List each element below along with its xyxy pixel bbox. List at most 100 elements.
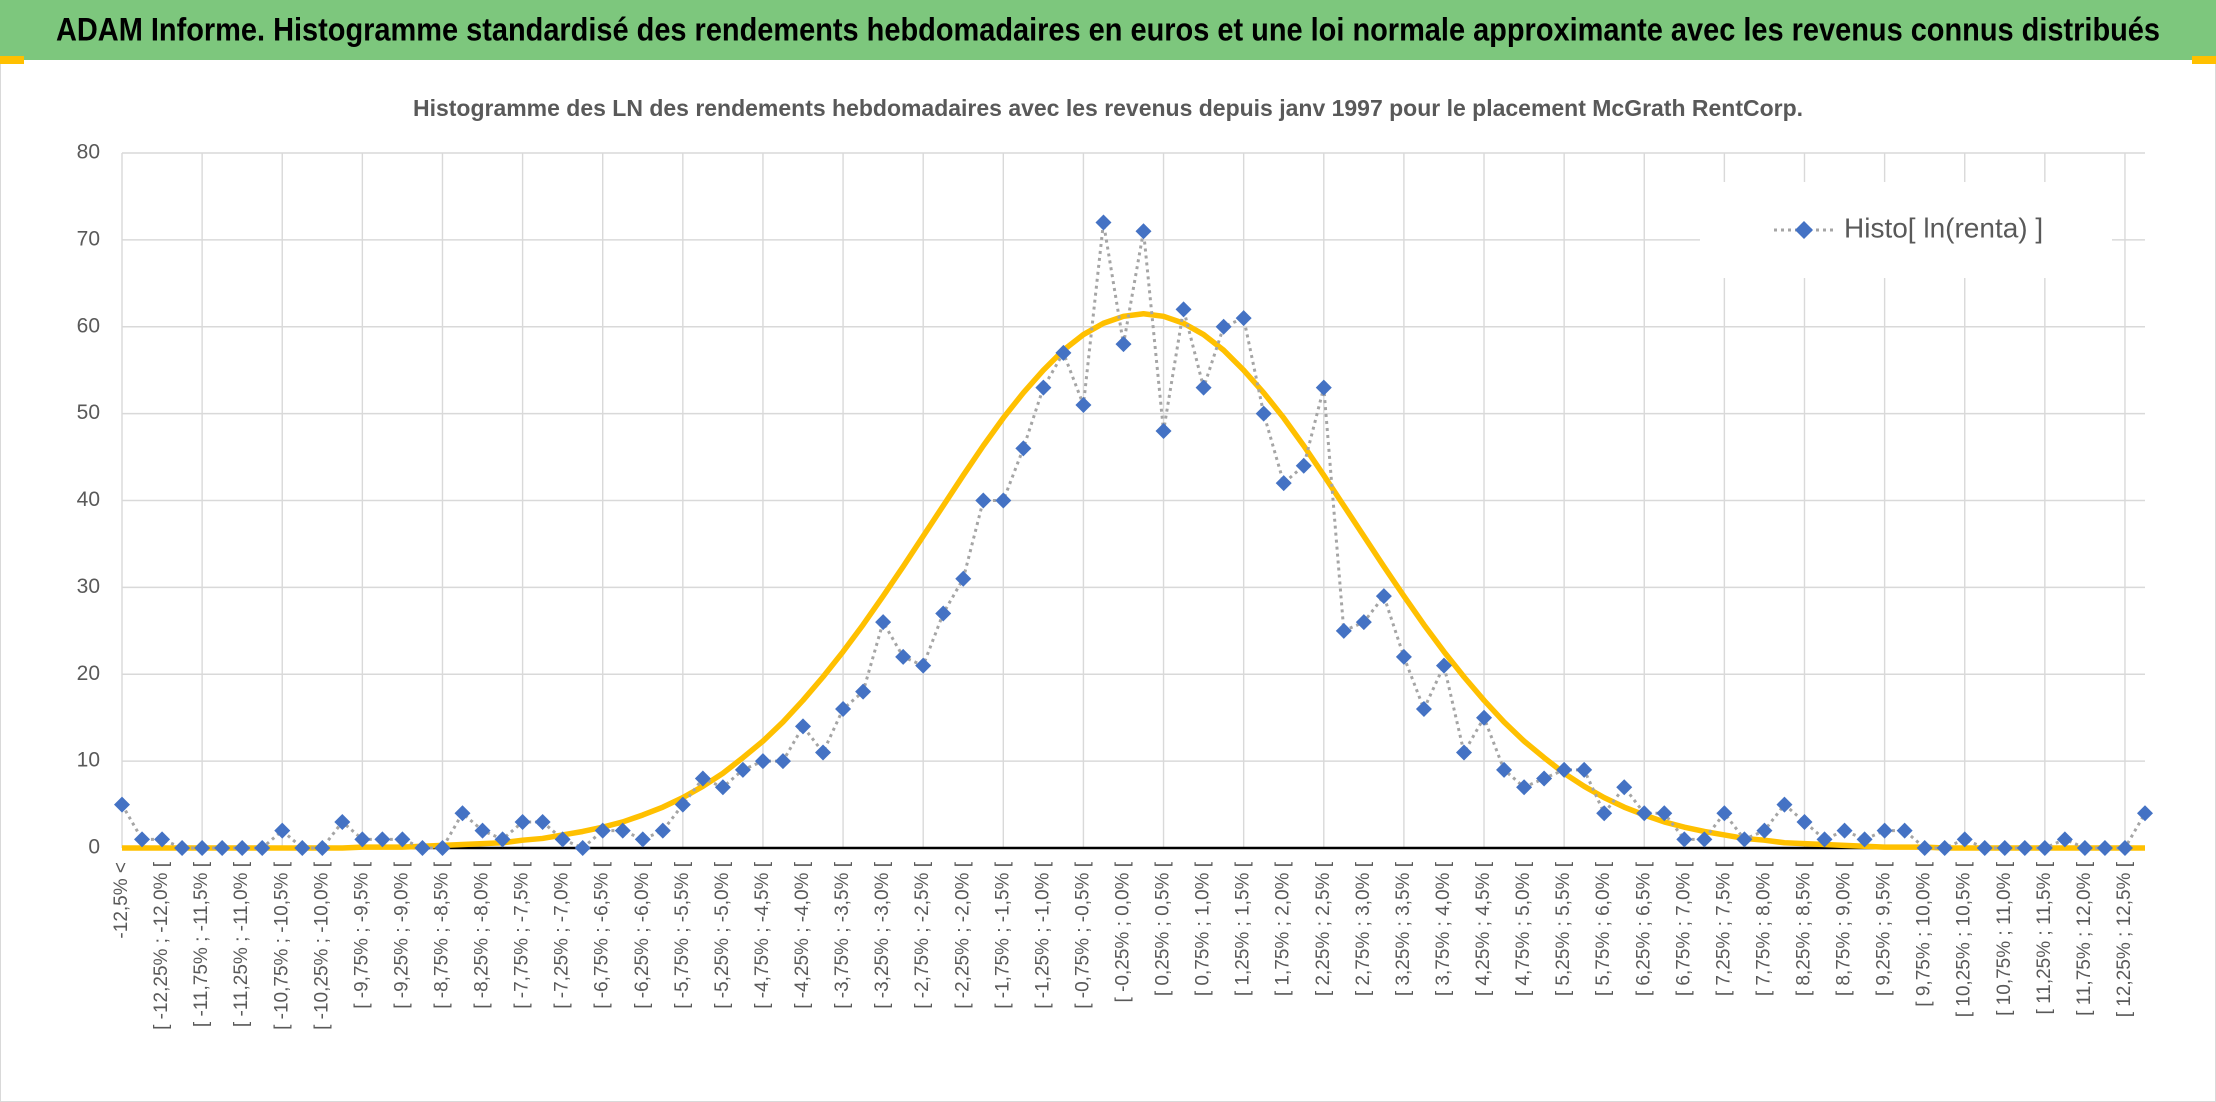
data-point [1315,379,1332,396]
data-point [1255,405,1272,422]
x-tick-label: [ -1,75% ; -1,5% [ [992,861,1013,1009]
data-point [1035,379,1052,396]
x-tick-label: [ -9,75% ; -9,5% [ [351,861,372,1009]
x-tick-label: [ -4,25% ; -4,0% [ [792,861,813,1009]
data-point [1956,831,1973,848]
x-tick-label: [ 9,25% ; 9,5% [ [1874,861,1895,996]
data-point [434,840,451,856]
data-point [1335,622,1352,639]
x-tick-label: [ -11,75% ; -11,5% [ [191,861,212,1027]
data-point [454,805,471,822]
data-point [1055,344,1072,361]
histogram-line [120,221,2147,850]
header-accent [2192,56,2216,64]
data-point [1576,761,1593,778]
data-point [2096,840,2113,856]
data-point [1415,701,1432,717]
data-point [935,605,952,622]
x-tick-label: [ 0,25% ; 0,5% [ [1153,861,1174,996]
data-point [875,614,892,631]
data-point [1636,805,1653,822]
data-point [1275,475,1292,492]
x-tick-label: [ -4,75% ; -4,5% [ [752,861,773,1009]
x-tick-label: [ 7,25% ; 7,5% [ [1713,861,1734,996]
data-point [1656,805,1673,822]
x-tick-label: [ 2,75% ; 3,0% [ [1353,861,1374,996]
data-point [634,831,651,848]
data-point [955,570,972,587]
data-point [354,831,371,848]
data-point [1696,831,1713,848]
x-tick-label: [ -2,75% ; -2,5% [ [912,861,933,1009]
data-point [274,822,291,839]
data-point [1776,796,1793,813]
x-tick-label: [ -3,75% ; -3,5% [ [832,861,853,1009]
x-tick-label: [ -7,75% ; -7,5% [ [512,861,533,1009]
data-point [1896,822,1913,839]
data-point [835,701,852,717]
x-tick-label: [ -3,25% ; -3,0% [ [872,861,893,1009]
header-bar [0,0,2216,60]
data-point [1195,379,1212,396]
y-tick-label: 70 [77,227,100,250]
data-point [1616,779,1633,796]
data-point [554,831,571,848]
x-tick-label: [ 7,75% ; 8,0% [ [1753,861,1774,996]
page-title: ADAM Informe. Histogramme standardisé de… [56,11,2160,47]
data-point [1516,779,1533,796]
x-tick-label: [ -6,25% ; -6,0% [ [632,861,653,1009]
data-point [975,492,992,509]
data-point [1095,214,1112,231]
data-point [1155,423,1172,439]
data-point [1756,822,1773,839]
y-tick-label: 10 [77,749,100,772]
data-point [915,657,932,674]
data-point [815,744,832,761]
data-point [1395,648,1412,665]
data-point [2056,831,2073,848]
x-tick-label: [ -8,25% ; -8,0% [ [472,861,493,1009]
data-point [1375,588,1392,605]
x-tick-label: [ 8,75% ; 9,0% [ [1834,861,1855,996]
data-point [1355,614,1372,631]
data-point [694,770,711,787]
data-point [1215,318,1232,335]
data-point [2116,840,2133,856]
data-point [674,796,691,813]
data-point [2016,840,2033,856]
data-point [1476,709,1493,726]
data-point [1556,761,1573,778]
x-tick-label: -12,5% < [111,862,132,939]
data-point [1736,831,1753,848]
legend-marker [1795,221,1813,239]
data-point [1916,840,1933,856]
data-point [1075,396,1092,413]
data-point [134,831,151,848]
data-point [1816,831,1833,848]
data-point [734,761,751,778]
data-point [194,840,211,856]
data-point [2036,840,2053,856]
data-point [714,779,731,796]
data-point [1976,840,1993,856]
data-point [294,840,311,856]
y-tick-label: 60 [77,314,100,337]
data-point [795,718,812,735]
data-point [1856,831,1873,848]
x-tick-label: [ -8,75% ; -8,5% [ [431,861,452,1009]
data-point [754,753,771,770]
x-tick-label: [ 4,25% ; 4,5% [ [1473,861,1494,996]
x-tick-label: [ 2,25% ; 2,5% [ [1313,861,1334,996]
data-point [1996,840,2013,856]
data-point [2137,805,2153,822]
data-point [574,840,591,856]
data-point [1796,813,1813,830]
data-point [314,840,331,856]
data-point [414,840,431,856]
data-point [614,822,631,839]
y-tick-label: 40 [77,488,100,511]
x-tick-label: [ -6,75% ; -6,5% [ [592,861,613,1009]
x-tick-label: [ 10,25% ; 10,5% [ [1954,861,1975,1017]
x-tick-label: [ -0,25% ; 0,0% [ [1113,861,1134,1002]
